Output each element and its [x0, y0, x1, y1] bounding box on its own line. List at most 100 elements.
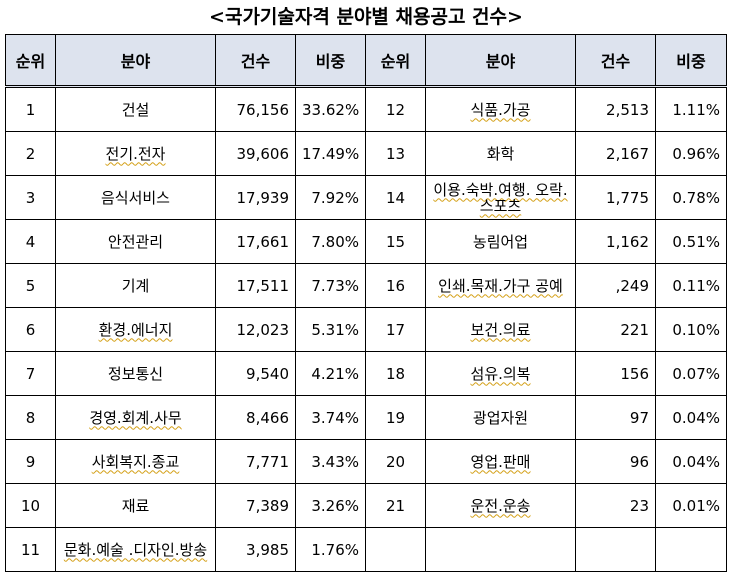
- ratio-cell-right: [655, 527, 727, 572]
- field-cell-right: 식품.가공: [425, 86, 576, 132]
- header-ratio-right: 비중: [655, 34, 727, 88]
- rank-cell-right: 21: [365, 483, 426, 528]
- field-name: 사회복지.종교: [91, 452, 180, 471]
- ratio-cell: 3.43%: [295, 439, 366, 484]
- ratio-cell-right: 0.01%: [655, 483, 727, 528]
- ratio-cell-right: 0.11%: [655, 263, 727, 308]
- rank-cell: 11: [5, 527, 56, 572]
- header-rank-right: 순위: [365, 34, 426, 88]
- ratio-cell-right: 1.11%: [655, 86, 727, 132]
- table-row: 9 사회복지.종교 7,771 3.43% 20 영업.판매 96 0.04%: [5, 439, 727, 484]
- page-title: <국가기술자격 분야별 채용공고 건수>: [209, 6, 523, 28]
- field-name-right: 식품.가공: [470, 100, 531, 119]
- count-cell: 9,540: [215, 351, 296, 396]
- field-cell-right: 농림어업: [425, 219, 576, 264]
- ratio-cell-right: 0.10%: [655, 307, 727, 352]
- count-cell: 39,606: [215, 131, 296, 176]
- count-cell-right: 97: [575, 395, 656, 440]
- count-cell-right: ,249: [575, 263, 656, 308]
- field-name-right: 인쇄.목재.가구 공예: [438, 276, 563, 295]
- field-name: 음식서비스: [100, 188, 170, 207]
- table-row: 8 경영.회계.사무 8,466 3.74% 19 광업자원 97 0.04%: [5, 395, 727, 440]
- count-cell: 8,466: [215, 395, 296, 440]
- count-cell-right: [575, 527, 656, 572]
- rank-cell-right: 15: [365, 219, 426, 264]
- ratio-cell-right: 0.96%: [655, 131, 727, 176]
- count-cell-right: 221: [575, 307, 656, 352]
- table-row: 3 음식서비스 17,939 7.92% 14 이용.숙박.여행. 오락.스포츠 1,775…: [5, 175, 727, 220]
- field-name: 전기.전자: [105, 144, 166, 163]
- rank-cell-right: [365, 527, 426, 572]
- field-cell: 기계: [55, 263, 216, 308]
- rank-cell: 8: [5, 395, 56, 440]
- field-cell-right: [425, 527, 576, 572]
- field-cell-right: 화학: [425, 131, 576, 176]
- header-row: 순위 분야 건수 비중 순위 분야 건수 비중: [5, 34, 727, 88]
- field-cell: 전기.전자: [55, 131, 216, 176]
- count-cell-right: 1,162: [575, 219, 656, 264]
- table-row: 4 안전관리 17,661 7.80% 15 농림어업 1,162 0.51%: [5, 219, 727, 264]
- rank-cell-right: 18: [365, 351, 426, 396]
- table-row: 2 전기.전자 39,606 17.49% 13 화학 2,167 0.96%: [5, 131, 727, 176]
- table-row: 7 정보통신 9,540 4.21% 18 섬유.의복 156 0.07%: [5, 351, 727, 396]
- field-cell: 음식서비스: [55, 175, 216, 220]
- count-cell: 17,661: [215, 219, 296, 264]
- table-body: 1 건설 76,156 33.62% 12 식품.가공 2,513 1.11% 2 전기.전자 39…: [5, 86, 727, 572]
- rank-cell: 1: [5, 86, 56, 132]
- count-cell: 17,939: [215, 175, 296, 220]
- count-cell-right: 156: [575, 351, 656, 396]
- table-row: 1 건설 76,156 33.62% 12 식품.가공 2,513 1.11%: [5, 86, 727, 132]
- field-name: 건설: [121, 100, 150, 119]
- field-name: 기계: [121, 276, 150, 295]
- field-cell-right: 섬유.의복: [425, 351, 576, 396]
- field-name: 환경.에너지: [98, 320, 173, 339]
- field-name: 경영.회계.사무: [89, 408, 182, 427]
- ratio-cell-right: 0.07%: [655, 351, 727, 396]
- ratio-cell-right: 0.51%: [655, 219, 727, 264]
- header-ratio: 비중: [295, 34, 366, 88]
- ratio-cell: 17.49%: [295, 131, 366, 176]
- count-cell-right: 23: [575, 483, 656, 528]
- field-cell: 환경.에너지: [55, 307, 216, 352]
- field-cell: 안전관리: [55, 219, 216, 264]
- header-field: 분야: [55, 34, 216, 88]
- rank-cell: 6: [5, 307, 56, 352]
- field-cell: 정보통신: [55, 351, 216, 396]
- field-cell: 건설: [55, 86, 216, 132]
- field-cell-right: 보건.의료: [425, 307, 576, 352]
- ratio-cell-right: 0.04%: [655, 439, 727, 484]
- ratio-cell: 7.73%: [295, 263, 366, 308]
- ratio-cell: 4.21%: [295, 351, 366, 396]
- table-row: 6 환경.에너지 12,023 5.31% 17 보건.의료 221 0.10%: [5, 307, 727, 352]
- count-cell-right: 96: [575, 439, 656, 484]
- field-cell: 사회복지.종교: [55, 439, 216, 484]
- count-cell: 76,156: [215, 86, 296, 132]
- count-cell-right: 1,775: [575, 175, 656, 220]
- field-name-right: 이용.숙박.여행. 오락.스포츠: [433, 180, 568, 215]
- field-name: 정보통신: [107, 364, 164, 383]
- field-name-right: 화학: [486, 144, 515, 163]
- ratio-cell-right: 0.78%: [655, 175, 727, 220]
- rank-cell-right: 12: [365, 86, 426, 132]
- rank-cell: 5: [5, 263, 56, 308]
- table-row: 11 문화.예술 .디자인.방송 3,985 1.76%: [5, 527, 727, 572]
- ratio-cell-right: 0.04%: [655, 395, 727, 440]
- field-name-right: 영업.판매: [470, 452, 531, 471]
- rank-cell-right: 13: [365, 131, 426, 176]
- count-cell: 3,985: [215, 527, 296, 572]
- rank-cell-right: 20: [365, 439, 426, 484]
- table-row: 5 기계 17,511 7.73% 16 인쇄.목재.가구 공예 ,249 0.11%: [5, 263, 727, 308]
- field-name-right: 보건.의료: [470, 320, 531, 339]
- ratio-cell: 7.92%: [295, 175, 366, 220]
- count-cell: 17,511: [215, 263, 296, 308]
- rank-cell-right: 19: [365, 395, 426, 440]
- rank-cell: 2: [5, 131, 56, 176]
- rank-cell-right: 17: [365, 307, 426, 352]
- ratio-cell: 33.62%: [295, 86, 366, 132]
- field-cell: 경영.회계.사무: [55, 395, 216, 440]
- rank-cell: 3: [5, 175, 56, 220]
- rank-cell: 4: [5, 219, 56, 264]
- ratio-cell: 1.76%: [295, 527, 366, 572]
- field-name: 재료: [121, 496, 150, 515]
- field-name-right: 운전.운송: [470, 496, 531, 515]
